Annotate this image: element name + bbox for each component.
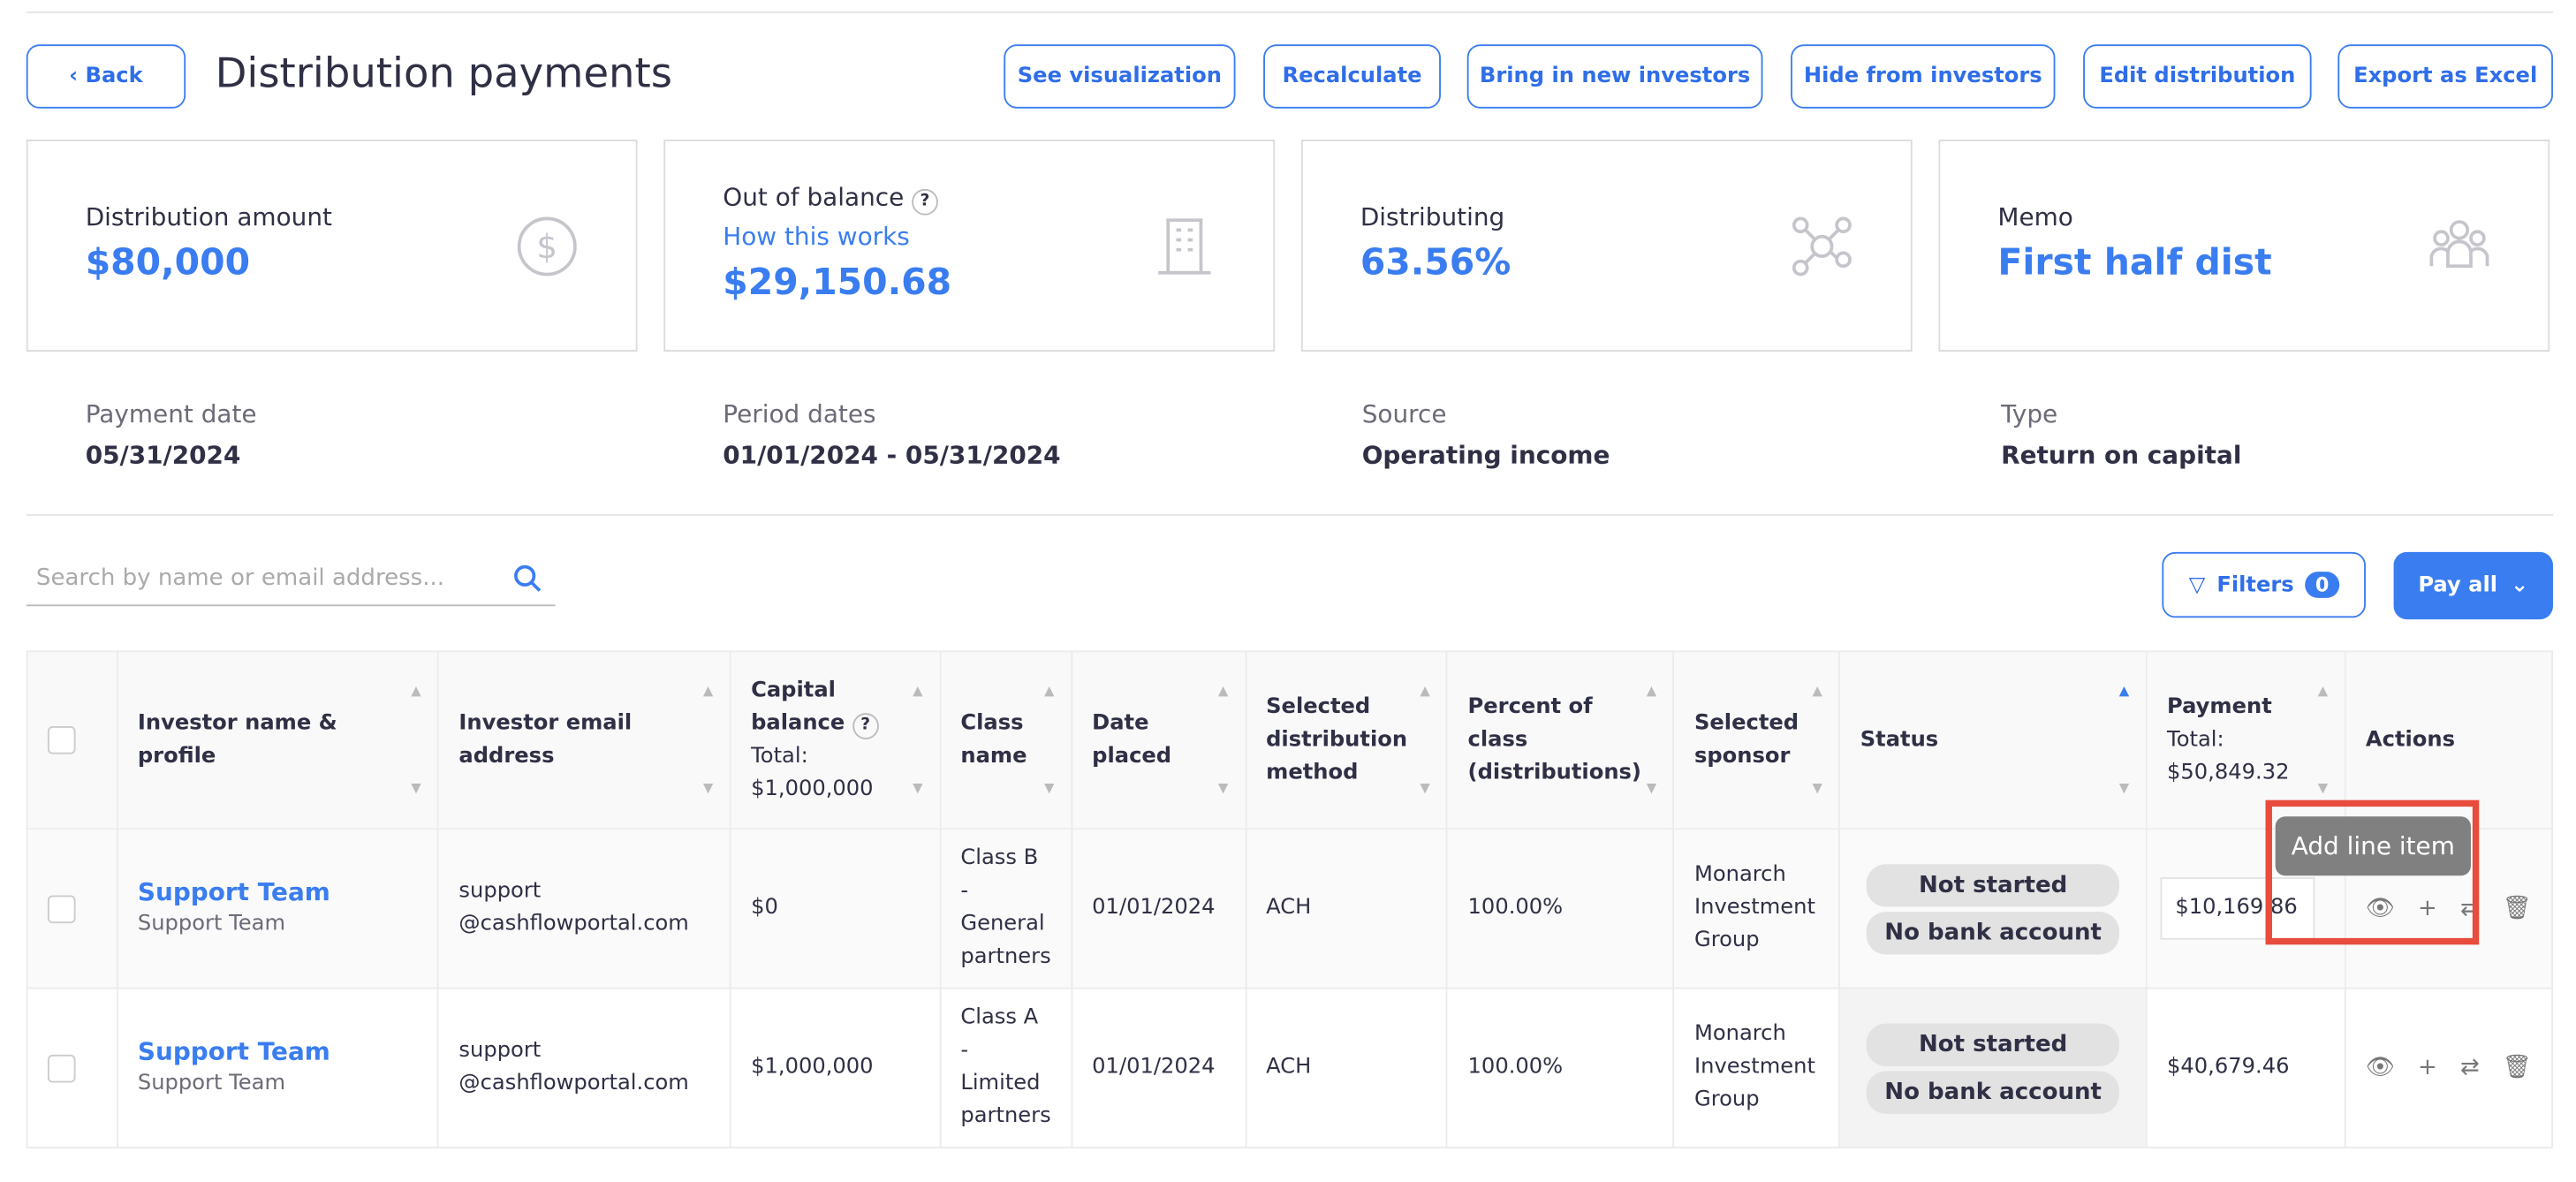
col-class[interactable]: Class name ▲ ▼: [939, 650, 1072, 830]
col-payment[interactable]: Payment Total: $50,849.32 ▲ ▼: [2145, 650, 2346, 830]
add-line-item-icon[interactable]: +: [2418, 895, 2437, 922]
network-icon: [1792, 216, 1852, 277]
payment-input[interactable]: $10,169.86: [2160, 877, 2315, 940]
how-this-works-link[interactable]: How this works: [723, 222, 910, 252]
col-email[interactable]: Investor email address ▲ ▼: [437, 650, 731, 830]
back-button[interactable]: ‹ Back: [26, 44, 186, 109]
investor-name-link[interactable]: Support Team: [137, 1036, 330, 1066]
meta-payment-date: Payment date 05/31/2024: [85, 398, 257, 470]
row-checkbox[interactable]: [47, 1053, 76, 1082]
divider: [26, 11, 2553, 13]
people-icon: [2429, 220, 2489, 269]
dollar-circle-icon: $: [517, 216, 577, 277]
delete-icon[interactable]: 🗑: [2502, 895, 2532, 922]
pay-all-button[interactable]: Pay all ⌄: [2393, 551, 2553, 620]
row-checkbox[interactable]: [47, 894, 76, 923]
card-out-of-balance: Out of balance ? How this works $29,150.…: [663, 140, 1276, 352]
table-row: Support Team Support Team support @cashfl…: [26, 828, 2553, 989]
export-excel-button[interactable]: Export as Excel: [2337, 44, 2553, 109]
help-icon[interactable]: ?: [852, 712, 879, 739]
view-icon[interactable]: 👁: [2365, 895, 2395, 922]
table-row: Support Team Support Team support @cashfl…: [26, 987, 2553, 1148]
card-distributing: Distributing 63.56%: [1300, 140, 1913, 352]
chevron-down-icon: ⌄: [2510, 573, 2529, 598]
see-visualization-button[interactable]: See visualization: [1004, 44, 1236, 109]
chevron-left-icon: ‹: [69, 64, 86, 89]
filter-count-badge: 0: [2305, 572, 2339, 598]
col-capital[interactable]: Capital balance ? Total: $1,000,000 ▲ ▼: [729, 650, 942, 830]
col-percent[interactable]: Percent of class (distributions) ▲ ▼: [1446, 650, 1675, 830]
bank-status-badge: No bank account: [1867, 911, 2120, 954]
search-input[interactable]: Search by name or email address...: [26, 556, 556, 607]
tooltip: Add line item: [2275, 816, 2471, 876]
help-icon[interactable]: ?: [912, 188, 938, 216]
meta-period-dates: Period dates 01/01/2024 - 05/31/2024: [723, 398, 1061, 470]
recalculate-button[interactable]: Recalculate: [1263, 44, 1441, 109]
card-memo: Memo First half dist: [1938, 140, 2550, 352]
investor-name-link[interactable]: Support Team: [137, 877, 330, 907]
meta-source: Source Operating income: [1361, 398, 1610, 470]
delete-icon[interactable]: 🗑: [2502, 1054, 2532, 1081]
status-badge: Not started: [1867, 863, 2120, 906]
table-header: Investor name & profile ▲ ▼ Investor email…: [26, 650, 2553, 830]
col-method[interactable]: Selected distribution method ▲ ▼: [1244, 650, 1449, 830]
split-icon[interactable]: ⇄: [2459, 1054, 2480, 1081]
bring-in-new-investors-button[interactable]: Bring in new investors: [1466, 44, 1763, 109]
search-icon[interactable]: [512, 564, 542, 593]
col-date[interactable]: Date placed ▲ ▼: [1071, 650, 1246, 830]
filter-icon: ▽: [2188, 572, 2206, 598]
meta-type: Type Return on capital: [2001, 398, 2242, 470]
page-title: Distribution payments: [215, 49, 672, 97]
col-status[interactable]: Status ▲ ▼: [1838, 650, 2148, 830]
hide-from-investors-button[interactable]: Hide from investors: [1791, 44, 2056, 109]
col-actions: Actions: [2344, 650, 2553, 830]
payment-amount: $40,679.46: [2145, 987, 2346, 1148]
filters-button[interactable]: ▽ Filters 0: [2162, 551, 2366, 618]
highlight-box: [2265, 799, 2480, 945]
card-distribution-amount: Distribution amount $80,000 $: [26, 140, 638, 352]
building-icon: [1158, 218, 1211, 275]
status-badge: Not started: [1867, 1022, 2120, 1066]
view-icon[interactable]: 👁: [2365, 1054, 2395, 1081]
col-sponsor[interactable]: Selected sponsor ▲ ▼: [1672, 650, 1841, 830]
select-all-checkbox[interactable]: [47, 725, 76, 754]
edit-distribution-button[interactable]: Edit distribution: [2083, 44, 2312, 109]
payments-table: Investor name & profile ▲ ▼ Investor email…: [26, 650, 2553, 1148]
svg-text:$: $: [536, 227, 557, 266]
add-line-item-icon[interactable]: +: [2418, 1054, 2437, 1081]
col-name[interactable]: Investor name & profile ▲ ▼: [116, 650, 440, 830]
bank-status-badge: No bank account: [1867, 1070, 2120, 1113]
divider: [26, 514, 2553, 516]
